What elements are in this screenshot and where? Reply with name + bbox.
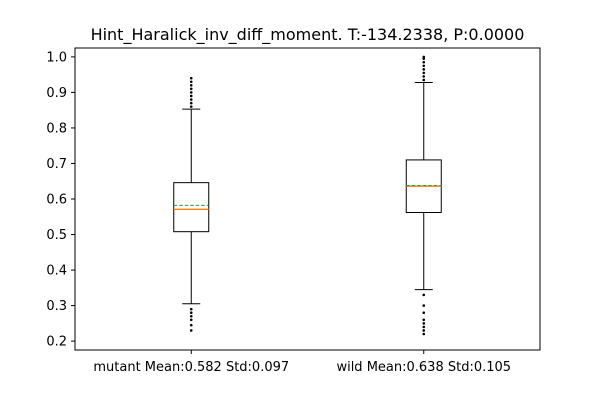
outlier-point (422, 60, 426, 64)
y-tick-label: 0.2 (46, 335, 67, 350)
plot-frame (74, 47, 541, 351)
x-tick-label: mutant Mean:0.582 Std:0.097 (93, 360, 289, 375)
outlier-point (422, 78, 426, 82)
box-group (405, 55, 442, 336)
y-tick-label: 0.8 (46, 121, 67, 136)
outlier-point (422, 325, 426, 329)
outlier-point (422, 68, 426, 71)
outlier-point (189, 311, 193, 314)
y-tick-label: 0.9 (46, 86, 67, 101)
outlier-point (189, 87, 193, 91)
box-group (173, 76, 210, 332)
outlier-point (422, 329, 426, 332)
outlier-point (422, 318, 426, 322)
y-tick-label: 0.7 (46, 157, 67, 172)
outlier-point (189, 91, 193, 94)
outlier-point (422, 75, 426, 78)
outlier-point (189, 84, 193, 87)
outlier-point (422, 304, 426, 307)
y-axis: 0.2 0.3 0.4 0.5 0.6 0.7 0.8 0.9 1.0 (46, 50, 75, 350)
outlier-point (189, 105, 193, 108)
y-tick-label: 0.4 (46, 264, 67, 279)
outlier-point (189, 101, 193, 105)
boxes-layer (173, 55, 442, 336)
outlier-point (189, 98, 193, 101)
y-tick-label: 0.6 (46, 193, 67, 208)
outlier-point (422, 293, 426, 297)
x-axis: mutant Mean:0.582 Std:0.097 wild Mean:0.6… (93, 350, 511, 375)
outlier-point (422, 71, 426, 75)
outlier-point (189, 314, 193, 318)
outlier-point (422, 332, 426, 336)
outlier-point (422, 57, 426, 60)
outlier-point (189, 80, 193, 84)
outlier-point (189, 307, 193, 311)
outlier-point (189, 318, 193, 322)
x-tick-label: wild Mean:0.638 Std:0.105 (336, 360, 511, 375)
outlier-point (189, 329, 193, 332)
outlier-point (189, 94, 193, 98)
outlier-point (422, 55, 426, 59)
y-tick-label: 0.5 (46, 228, 67, 243)
outlier-point (189, 76, 193, 80)
outlier-point (422, 64, 426, 68)
outlier-point (189, 323, 193, 327)
outlier-point (422, 311, 426, 314)
chart-title: Hint_Haralick_inv_diff_moment. T:-134.23… (91, 25, 525, 45)
outlier-point (422, 322, 426, 325)
y-tick-label: 1.0 (46, 50, 67, 65)
iqr-box (173, 182, 210, 233)
y-tick-label: 0.3 (46, 299, 67, 314)
